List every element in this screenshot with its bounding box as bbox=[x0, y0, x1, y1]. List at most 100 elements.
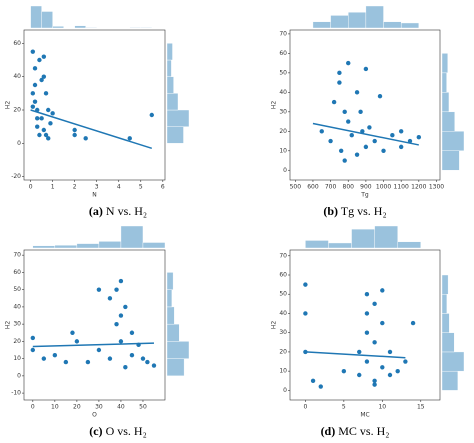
y-hist-bar bbox=[166, 93, 179, 111]
x-hist-bar bbox=[74, 25, 86, 29]
point bbox=[337, 70, 342, 76]
point bbox=[72, 132, 77, 138]
point bbox=[338, 148, 344, 153]
point bbox=[43, 91, 49, 96]
y-hist-bar bbox=[441, 370, 459, 391]
x-hist-bar bbox=[142, 242, 166, 249]
point bbox=[151, 363, 157, 368]
plot-frame bbox=[23, 249, 166, 401]
point bbox=[372, 340, 377, 345]
point bbox=[127, 136, 132, 141]
point bbox=[114, 287, 119, 292]
point bbox=[37, 57, 42, 63]
x-hist-bar bbox=[85, 27, 97, 29]
point bbox=[123, 365, 128, 370]
point bbox=[390, 132, 395, 138]
y-tick-label: 20 bbox=[279, 128, 287, 135]
y-hist-bar bbox=[441, 150, 460, 171]
point bbox=[140, 356, 146, 361]
point bbox=[63, 359, 69, 365]
y-tick-label: 60 bbox=[13, 40, 21, 47]
x-tick-label: 6 bbox=[161, 184, 165, 191]
y-tick-label: 10 bbox=[279, 147, 287, 154]
point bbox=[35, 124, 40, 129]
x-axis-label: O bbox=[92, 412, 97, 419]
y-hist-bar bbox=[166, 341, 190, 359]
point bbox=[398, 129, 404, 134]
x-tick-label: 1000 bbox=[376, 184, 391, 191]
point bbox=[346, 119, 351, 124]
x-hist-bar bbox=[76, 243, 100, 249]
trend-line bbox=[305, 351, 406, 359]
point bbox=[107, 356, 113, 361]
point bbox=[303, 349, 308, 355]
trend-line bbox=[30, 109, 153, 150]
y-tick-label: 60 bbox=[279, 50, 287, 57]
caption: (d) MC vs. H₂ bbox=[321, 424, 390, 438]
y-hist-bar bbox=[166, 126, 184, 144]
y-axis-label: H2 bbox=[271, 101, 278, 110]
y-tick-label: 40 bbox=[279, 89, 287, 96]
y-tick-label: 20 bbox=[279, 348, 287, 355]
plot-frame bbox=[289, 29, 441, 181]
point bbox=[360, 129, 365, 134]
y-hist-bar bbox=[441, 92, 450, 113]
point bbox=[41, 356, 47, 361]
point bbox=[318, 384, 323, 389]
x-tick-label: 700 bbox=[325, 184, 337, 191]
point bbox=[35, 116, 40, 121]
y-hist-bar bbox=[441, 111, 455, 132]
point bbox=[74, 339, 80, 344]
y-tick-label: 50 bbox=[279, 291, 287, 298]
point bbox=[354, 90, 360, 95]
y-hist-bar bbox=[441, 332, 455, 353]
trend-line bbox=[312, 122, 419, 146]
x-tick-label: 4 bbox=[117, 184, 121, 191]
x-hist-bar bbox=[365, 5, 384, 29]
y-hist-bar bbox=[441, 294, 448, 314]
point bbox=[381, 148, 386, 153]
x-hist-bar bbox=[374, 225, 398, 249]
y-hist-bar bbox=[166, 289, 173, 308]
x-tick-label: 50 bbox=[139, 404, 147, 411]
x-hist-bar bbox=[328, 242, 352, 249]
x-tick-label: 40 bbox=[117, 404, 125, 411]
point bbox=[377, 94, 383, 99]
y-tick-label: 40 bbox=[13, 303, 21, 310]
point bbox=[341, 368, 347, 374]
point bbox=[410, 320, 416, 326]
y-tick-label: 30 bbox=[279, 329, 287, 336]
x-axis-label: MC bbox=[360, 412, 369, 419]
panel-label: (b) bbox=[323, 204, 338, 218]
point bbox=[46, 107, 51, 113]
y-tick-label: -10 bbox=[11, 390, 21, 397]
x-tick-label: 1100 bbox=[394, 184, 409, 191]
x-tick-label: 20 bbox=[73, 404, 81, 411]
point bbox=[364, 359, 370, 364]
panel-label: (c) bbox=[89, 424, 102, 438]
point bbox=[96, 287, 102, 292]
caption-text: N vs. H₂ bbox=[106, 204, 147, 218]
caption-text: MC vs. H₂ bbox=[338, 424, 389, 438]
x-tick-label: 500 bbox=[290, 184, 302, 191]
x-tick-label: 900 bbox=[360, 184, 372, 191]
x-hist-bar bbox=[32, 245, 56, 249]
point bbox=[372, 378, 377, 383]
point bbox=[114, 321, 119, 327]
point bbox=[48, 121, 53, 126]
plot-frame bbox=[289, 249, 441, 401]
point bbox=[118, 339, 124, 344]
x-axis-label: N bbox=[92, 192, 97, 199]
y-tick-label: 70 bbox=[13, 252, 21, 259]
point bbox=[107, 296, 113, 301]
point bbox=[372, 138, 377, 144]
point bbox=[41, 54, 47, 59]
y-hist-bar bbox=[441, 53, 448, 74]
point bbox=[30, 335, 36, 341]
x-hist-bar bbox=[129, 27, 141, 29]
x-hist-bar bbox=[400, 22, 420, 29]
y-tick-label: 10 bbox=[279, 368, 287, 375]
y-tick-label: 0 bbox=[17, 140, 21, 147]
point bbox=[50, 111, 55, 116]
